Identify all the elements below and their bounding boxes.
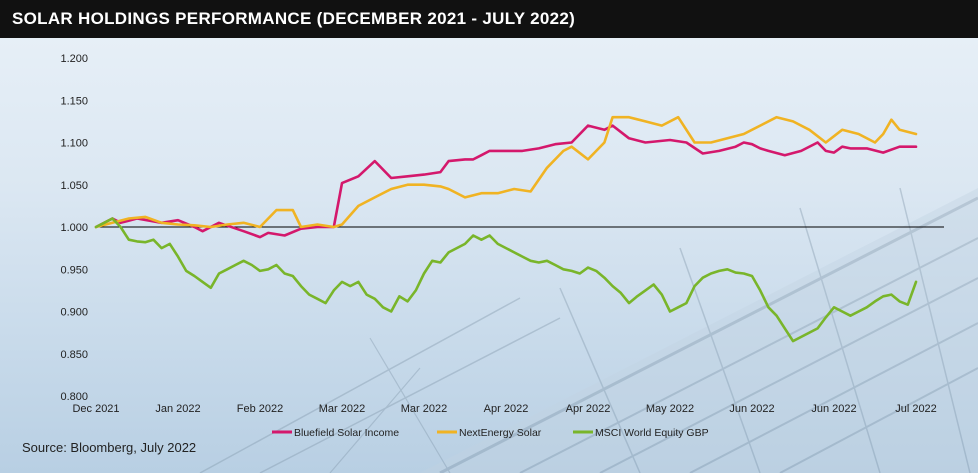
y-tick-label: 0.950 bbox=[60, 264, 88, 276]
legend: Bluefield Solar Income NextEnergy Solar MS… bbox=[272, 427, 709, 439]
x-tick-label: Dec 2021 bbox=[72, 403, 119, 415]
y-tick-label: 0.900 bbox=[60, 307, 88, 319]
y-tick-label: 0.850 bbox=[60, 349, 88, 361]
legend-label: MSCI World Equity GBP bbox=[595, 427, 709, 439]
x-tick-label: Apr 2022 bbox=[566, 403, 611, 415]
series-line-0 bbox=[94, 124, 918, 239]
y-tick-label: 1.050 bbox=[60, 180, 88, 192]
series-line-2 bbox=[94, 217, 918, 343]
chart-title: SOLAR HOLDINGS PERFORMANCE (DECEMBER 202… bbox=[12, 9, 576, 28]
legend-label: NextEnergy Solar bbox=[459, 427, 542, 439]
title-bar: SOLAR HOLDINGS PERFORMANCE (DECEMBER 202… bbox=[0, 0, 978, 38]
x-tick-label: Mar 2022 bbox=[401, 403, 447, 415]
x-tick-label: Jul 2022 bbox=[895, 403, 937, 415]
series-lines bbox=[94, 115, 918, 343]
x-axis-ticks: Dec 2021 Jan 2022 Feb 2022 Mar 2022 Mar 2022… bbox=[72, 403, 936, 415]
x-tick-label: Jun 2022 bbox=[729, 403, 774, 415]
x-tick-label: Jun 2022 bbox=[811, 403, 856, 415]
y-axis-ticks: 0.800 0.850 0.900 0.950 1.000 1.050 1.100 1.150… bbox=[60, 53, 88, 403]
source-note: Source: Bloomberg, July 2022 bbox=[22, 440, 197, 455]
y-tick-label: 1.100 bbox=[60, 138, 88, 150]
y-tick-label: 0.800 bbox=[60, 391, 88, 403]
y-tick-label: 1.000 bbox=[60, 222, 88, 234]
x-tick-label: Mar 2022 bbox=[319, 403, 365, 415]
x-tick-label: Jan 2022 bbox=[155, 403, 200, 415]
legend-label: Bluefield Solar Income bbox=[294, 427, 399, 439]
x-tick-label: Apr 2022 bbox=[484, 403, 529, 415]
y-tick-label: 1.200 bbox=[60, 53, 88, 65]
x-tick-label: May 2022 bbox=[646, 403, 694, 415]
solar-panel-background bbox=[199, 187, 978, 473]
series-line-1 bbox=[94, 115, 918, 229]
x-tick-label: Feb 2022 bbox=[237, 403, 283, 415]
y-tick-label: 1.150 bbox=[60, 95, 88, 107]
